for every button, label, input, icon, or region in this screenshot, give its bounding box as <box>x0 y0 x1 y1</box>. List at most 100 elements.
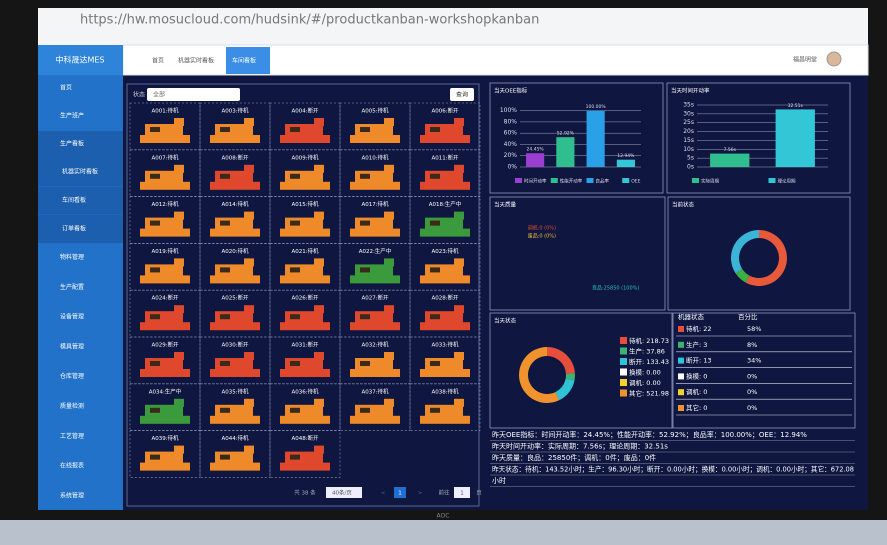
machine-label: A027:断开 <box>361 294 389 302</box>
machine-cell[interactable] <box>199 289 271 338</box>
pagination[interactable]: 共 38 条 <box>294 489 316 497</box>
machine-cell[interactable] <box>409 102 481 151</box>
submenu-bg <box>38 186 123 215</box>
pagination[interactable]: > <box>418 491 423 497</box>
tab[interactable]: 机器实时看板 <box>178 57 214 65</box>
filter-value[interactable]: 全部 <box>153 91 165 99</box>
machine-base <box>210 462 260 471</box>
menu-item[interactable]: 仓库管理 <box>60 372 84 380</box>
submenu-item[interactable]: 机器实时看板 <box>62 168 98 176</box>
machine-cell[interactable] <box>199 383 271 431</box>
machine-cell[interactable] <box>269 289 341 338</box>
table-cell: 其它: 0 <box>686 403 707 412</box>
pagination[interactable]: 40条/页 <box>332 489 352 497</box>
machine-cell[interactable] <box>269 383 341 431</box>
machine-cell[interactable] <box>269 336 341 385</box>
menu-item[interactable]: 在线报表 <box>60 462 84 470</box>
pie-slice <box>547 347 575 374</box>
machine-cell[interactable] <box>129 289 201 338</box>
value-label: 100.00% <box>586 104 607 110</box>
machine-cell[interactable] <box>129 102 201 151</box>
machine-hopper <box>454 305 464 314</box>
page-size-box[interactable] <box>326 487 362 498</box>
pie-slice <box>735 268 750 283</box>
machine-cell[interactable] <box>339 289 411 338</box>
machine-cell[interactable] <box>199 336 271 385</box>
machine-cell[interactable] <box>339 149 411 197</box>
pagination[interactable]: 页 <box>476 490 482 497</box>
chart-title: 当天时间开动率 <box>671 87 710 95</box>
machine-cell[interactable] <box>339 336 411 385</box>
machine-cell[interactable] <box>199 102 271 151</box>
machine-cell[interactable] <box>409 336 481 385</box>
submenu-item[interactable]: 车间看板 <box>62 196 86 204</box>
machine-cell[interactable] <box>409 383 481 431</box>
menu-item[interactable]: 生产班产 <box>60 112 84 120</box>
machine-cell[interactable] <box>269 243 341 291</box>
machine-window <box>220 407 230 413</box>
menu-item[interactable]: 系统管理 <box>60 491 84 499</box>
avatar[interactable] <box>826 51 842 67</box>
chart-panel <box>489 196 666 311</box>
machine-cell[interactable] <box>199 243 271 291</box>
pagination[interactable]: 1 <box>398 491 402 497</box>
table-cell: 0% <box>747 372 757 380</box>
machine-cell[interactable] <box>339 243 411 291</box>
goto-box[interactable] <box>454 487 470 498</box>
menu-item[interactable]: 质量检测 <box>60 402 84 410</box>
machine-hopper <box>314 398 324 407</box>
menu-item[interactable]: 模具管理 <box>60 342 84 350</box>
machine-window <box>220 127 230 132</box>
query-label[interactable]: 查询 <box>456 91 468 99</box>
machine-hopper <box>384 211 394 220</box>
machine-cell[interactable] <box>409 149 481 197</box>
machine-label: A015:待机 <box>291 200 319 208</box>
machine-hopper <box>384 398 394 407</box>
machine-cell[interactable] <box>129 243 201 291</box>
machine-cell[interactable] <box>409 196 481 244</box>
machine-cell[interactable] <box>129 336 201 385</box>
status-select[interactable] <box>147 88 240 101</box>
machine-cell[interactable] <box>269 430 341 478</box>
submenu-item[interactable]: 订单看板 <box>62 225 86 233</box>
machine-label: A036:待机 <box>291 387 319 395</box>
machine-cell[interactable] <box>199 196 271 244</box>
status-swatch <box>678 389 684 396</box>
machine-hopper <box>244 352 254 360</box>
machine-cell[interactable] <box>269 102 341 151</box>
menu-item[interactable]: 设备管理 <box>60 313 84 321</box>
machine-window <box>220 454 230 460</box>
menu-item[interactable]: 物料管理 <box>60 253 84 261</box>
tab[interactable]: 首页 <box>152 57 164 65</box>
menu-item[interactable]: 生产看板 <box>60 140 84 148</box>
pagination[interactable]: < <box>381 491 386 497</box>
machine-hopper <box>244 445 254 454</box>
user-name[interactable]: 福昌明堂 <box>793 56 817 64</box>
machine-cell[interactable] <box>199 149 271 197</box>
machine-cell[interactable] <box>339 102 411 151</box>
machine-cell[interactable] <box>409 289 481 338</box>
page-current-box[interactable] <box>394 487 406 498</box>
machine-cell[interactable] <box>339 383 411 431</box>
machine-cell[interactable] <box>199 430 271 478</box>
machine-cell[interactable] <box>129 383 201 431</box>
tab[interactable]: 车间看板 <box>232 57 256 65</box>
machine-cell[interactable] <box>129 149 201 197</box>
machine-cell[interactable] <box>269 149 341 197</box>
machine-cell[interactable] <box>339 196 411 244</box>
menu-item[interactable]: 生产配置 <box>60 283 84 291</box>
url[interactable]: https://hw.mosucloud.com/hudsink/#/produ… <box>80 13 539 28</box>
machine-base <box>280 322 330 331</box>
pagination[interactable]: 前往 <box>438 489 450 497</box>
menu-item[interactable]: 工艺管理 <box>60 432 84 440</box>
y-tick-label: 80% <box>504 118 518 125</box>
machine-cell[interactable] <box>129 196 201 244</box>
machine-cell[interactable] <box>129 430 201 478</box>
machine-cell[interactable] <box>409 243 481 291</box>
machine-hopper <box>244 305 254 314</box>
query-button[interactable] <box>450 88 474 101</box>
machine-label: A009:待机 <box>291 153 319 161</box>
machine-cell[interactable] <box>269 196 341 244</box>
menu-item[interactable]: 首页 <box>60 84 72 92</box>
pagination[interactable]: 1 <box>460 491 464 497</box>
